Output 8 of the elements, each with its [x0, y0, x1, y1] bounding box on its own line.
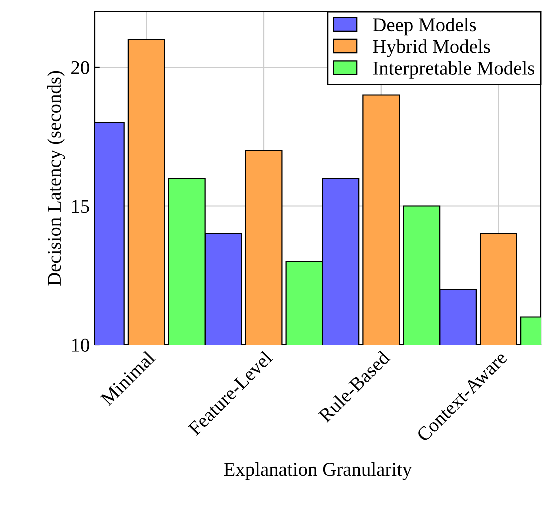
legend-label: Interpretable Models [373, 61, 534, 79]
y-axis-title: Decision Latency (seconds) [47, 71, 66, 286]
legend-label: Deep Models [373, 18, 476, 36]
y-tick-label: 20 [72, 61, 90, 74]
x-axis-title: Explanation Granularity [224, 462, 412, 480]
y-tick-label: 10 [72, 338, 90, 352]
y-tick-label: 15 [72, 200, 90, 214]
legend-label: Hybrid Models [373, 40, 490, 58]
